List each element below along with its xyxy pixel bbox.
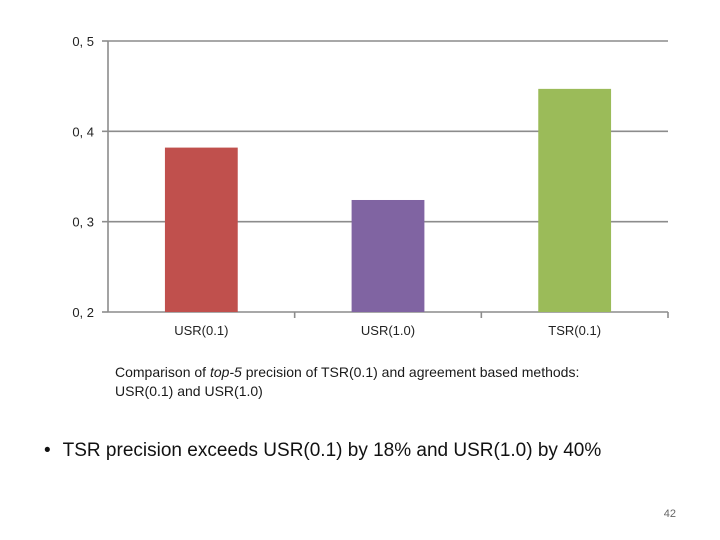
x-tick-label: USR(1.0) <box>361 323 415 338</box>
bar-tsr-0-1 <box>538 88 612 312</box>
bullet-text: TSR precision exceeds USR(0.1) by 18% an… <box>62 440 602 461</box>
chart-caption: Comparison of top-5 precision of TSR(0.1… <box>115 363 635 401</box>
caption-part1: Comparison of <box>115 364 210 380</box>
bullet-symbol: • <box>44 440 51 461</box>
y-tick-label: 0, 5 <box>72 34 94 49</box>
caption-part2: precision of TSR(0.1) and agreement base… <box>115 364 580 399</box>
x-tick-label: TSR(0.1) <box>548 323 601 338</box>
caption-italic: top-5 <box>209 364 242 380</box>
x-tick-labels: USR(0.1) USR(1.0) TSR(0.1) <box>174 323 601 338</box>
y-tick-labels: 0, 2 0, 3 0, 4 0, 5 <box>72 34 94 320</box>
bullet-point: • TSR precision exceeds USR(0.1) by 18% a… <box>44 440 704 462</box>
bars <box>164 88 612 312</box>
bar-chart: 0, 2 0, 3 0, 4 0, 5 USR(0.1) USR(1.0) TSR(0.1… <box>72 34 669 338</box>
y-tick-label: 0, 3 <box>72 215 94 230</box>
bar-usr-0-1 <box>164 147 238 312</box>
y-tick-label: 0, 2 <box>72 305 94 320</box>
page-number: 42 <box>663 508 676 520</box>
y-tick-label: 0, 4 <box>72 124 94 139</box>
x-tick-label: USR(0.1) <box>174 323 228 338</box>
bar-usr-1-0 <box>351 199 425 312</box>
